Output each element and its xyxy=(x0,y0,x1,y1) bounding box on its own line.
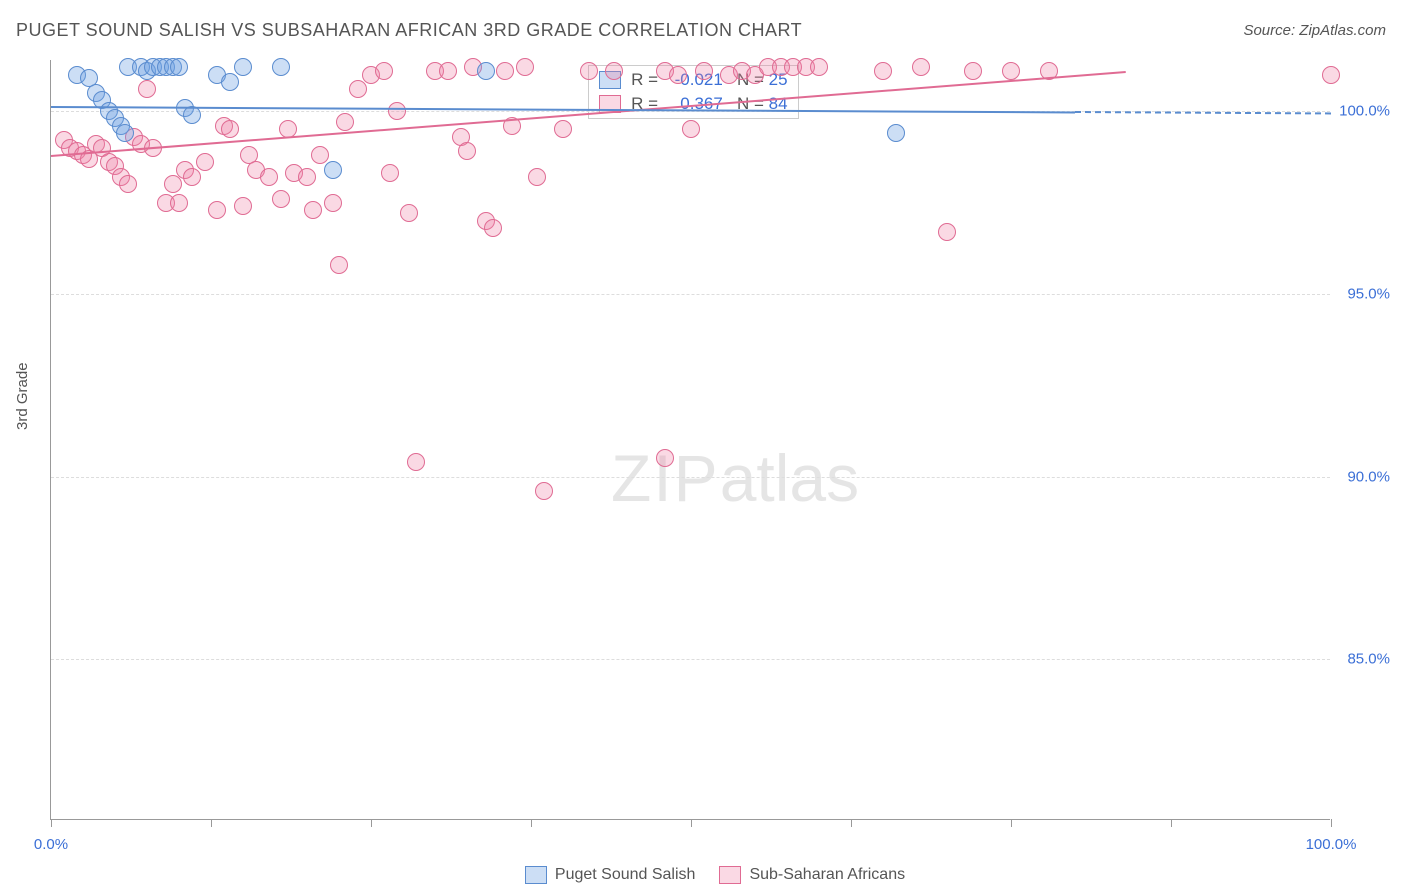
scatter-point xyxy=(260,168,278,186)
x-tick xyxy=(211,819,212,827)
legend-swatch xyxy=(525,866,547,884)
scatter-point xyxy=(656,449,674,467)
scatter-point xyxy=(458,142,476,160)
source-attribution: Source: ZipAtlas.com xyxy=(1243,22,1386,39)
legend-label: Puget Sound Salish xyxy=(555,866,696,883)
scatter-point xyxy=(400,204,418,222)
scatter-point xyxy=(516,58,534,76)
scatter-point xyxy=(196,153,214,171)
scatter-point xyxy=(964,62,982,80)
scatter-point xyxy=(1322,66,1340,84)
chart-title: PUGET SOUND SALISH VS SUBSAHARAN AFRICAN… xyxy=(16,20,802,41)
scatter-plot: ZIPatlas R = -0.021 N = 25R = 0.367 N = … xyxy=(50,60,1330,820)
scatter-point xyxy=(388,102,406,120)
y-tick-label: 95.0% xyxy=(1335,285,1390,302)
x-tick-label: 100.0% xyxy=(1306,836,1357,853)
scatter-point xyxy=(183,168,201,186)
scatter-point xyxy=(938,223,956,241)
scatter-point xyxy=(554,120,572,138)
y-tick-label: 90.0% xyxy=(1335,468,1390,485)
x-tick xyxy=(691,819,692,827)
scatter-point xyxy=(682,120,700,138)
scatter-point xyxy=(336,113,354,131)
y-tick-label: 85.0% xyxy=(1335,651,1390,668)
scatter-point xyxy=(208,201,226,219)
scatter-point xyxy=(1002,62,1020,80)
scatter-point xyxy=(669,66,687,84)
scatter-point xyxy=(375,62,393,80)
scatter-point xyxy=(528,168,546,186)
x-tick xyxy=(531,819,532,827)
scatter-point xyxy=(221,73,239,91)
series-legend: Puget Sound Salish Sub-Saharan Africans xyxy=(0,866,1406,884)
x-tick xyxy=(1331,819,1332,827)
scatter-point xyxy=(535,482,553,500)
legend-label: Sub-Saharan Africans xyxy=(749,866,905,883)
scatter-point xyxy=(349,80,367,98)
scatter-point xyxy=(116,124,134,142)
scatter-point xyxy=(234,58,252,76)
scatter-point xyxy=(439,62,457,80)
scatter-point xyxy=(272,58,290,76)
scatter-point xyxy=(234,197,252,215)
scatter-point xyxy=(164,175,182,193)
scatter-point xyxy=(887,124,905,142)
scatter-point xyxy=(605,62,623,80)
legend-swatch xyxy=(719,866,741,884)
scatter-point xyxy=(298,168,316,186)
scatter-point xyxy=(695,62,713,80)
scatter-point xyxy=(311,146,329,164)
scatter-point xyxy=(138,80,156,98)
scatter-point xyxy=(170,58,188,76)
watermark-atlas: atlas xyxy=(720,441,859,515)
scatter-point xyxy=(221,120,239,138)
watermark: ZIPatlas xyxy=(611,440,859,516)
scatter-point xyxy=(381,164,399,182)
x-tick xyxy=(51,819,52,827)
scatter-point xyxy=(580,62,598,80)
scatter-point xyxy=(170,194,188,212)
scatter-point xyxy=(496,62,514,80)
gridline xyxy=(51,294,1330,295)
y-axis-label: 3rd Grade xyxy=(14,362,31,430)
scatter-point xyxy=(324,161,342,179)
scatter-point xyxy=(874,62,892,80)
trend-line xyxy=(1075,111,1331,114)
scatter-point xyxy=(407,453,425,471)
scatter-point xyxy=(272,190,290,208)
scatter-point xyxy=(119,175,137,193)
scatter-point xyxy=(484,219,502,237)
scatter-point xyxy=(912,58,930,76)
x-tick xyxy=(1171,819,1172,827)
x-tick xyxy=(851,819,852,827)
scatter-point xyxy=(810,58,828,76)
scatter-point xyxy=(330,256,348,274)
scatter-point xyxy=(477,62,495,80)
x-tick xyxy=(371,819,372,827)
x-tick xyxy=(1011,819,1012,827)
gridline xyxy=(51,477,1330,478)
y-tick-label: 100.0% xyxy=(1335,103,1390,120)
scatter-point xyxy=(324,194,342,212)
scatter-point xyxy=(304,201,322,219)
gridline xyxy=(51,659,1330,660)
x-tick-label: 0.0% xyxy=(34,836,68,853)
